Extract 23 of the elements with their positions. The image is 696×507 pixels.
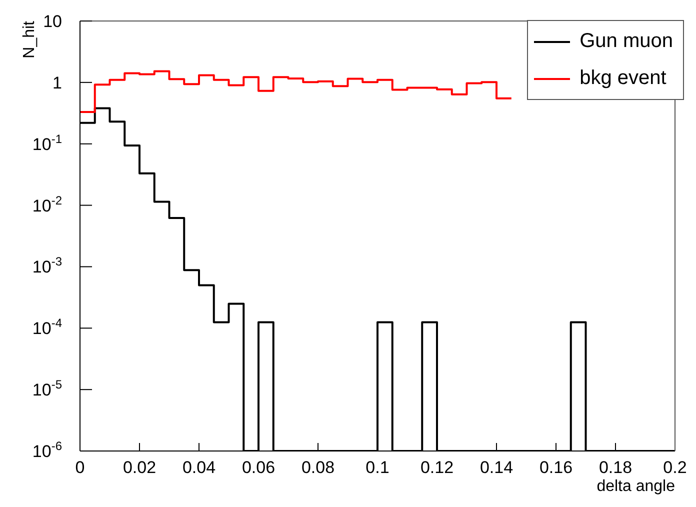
legend-label: bkg event <box>580 67 666 90</box>
y-tick-label: 10$^{-4}$ <box>32 316 62 338</box>
y-tick-label: 10$^{-2}$ <box>32 193 62 216</box>
x-tick-label: 0.18 <box>598 458 632 478</box>
x-axis-title: delta angle <box>596 478 676 495</box>
x-tick-label: 0.1 <box>366 458 390 478</box>
x-tick-label: 0 <box>75 458 85 478</box>
x-tick-label: 0.14 <box>480 458 514 478</box>
x-tick-label: 0.06 <box>242 458 276 478</box>
legend-label: Gun muon <box>580 30 673 53</box>
y-tick-label: 10$^{-1}$ <box>32 132 62 154</box>
y-tick-label: 10$^{-3}$ <box>32 254 62 277</box>
x-tick-label: 0.12 <box>420 458 454 478</box>
x-tick-label: 0.16 <box>539 458 573 478</box>
x-tick-label: 0.2 <box>663 458 687 478</box>
x-tick-label: 0.02 <box>122 458 156 478</box>
y-axis-title: N_hit <box>21 20 38 58</box>
y-tick-label: 10$^{-5}$ <box>32 378 62 400</box>
y-tick-label: 1 <box>52 73 62 92</box>
y-tick-label: 10 <box>43 12 62 31</box>
x-tick-label: 0.08 <box>301 458 335 478</box>
y-tick-label: 10$^{-6}$ <box>32 439 62 461</box>
x-tick-label: 0.04 <box>182 458 216 478</box>
